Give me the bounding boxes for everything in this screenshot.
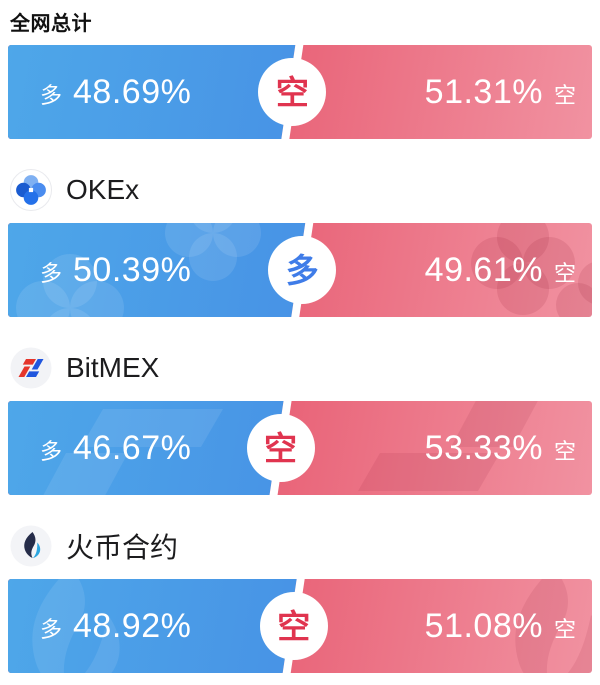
section-header-bitmex[interactable]: BitMEX <box>10 347 592 389</box>
section-header-okex[interactable]: OKEx <box>10 169 592 211</box>
exchange-name: OKEx <box>66 174 140 205</box>
huobi-logo-icon <box>10 525 52 567</box>
short-percent: 51.31% <box>424 72 543 111</box>
long-label: 多 <box>40 438 63 464</box>
short-label: 空 <box>553 616 576 642</box>
long-percent: 50.39% <box>73 250 192 289</box>
leader-badge: 空 <box>246 414 315 482</box>
long-percent: 48.69% <box>73 72 192 111</box>
page-title: 全网总计 <box>10 12 92 35</box>
ratio-bar-okex: 多 50.39% 49.61% 空 多 <box>8 223 592 317</box>
long-value-group: 多 50.39% <box>40 223 191 317</box>
short-label: 空 <box>553 82 576 108</box>
short-value-group: 51.08% 空 <box>425 579 576 673</box>
ratio-bar-huobi: 多 48.92% 51.08% 空 空 <box>8 579 592 673</box>
short-value-group: 51.31% 空 <box>425 45 576 139</box>
short-label: 空 <box>553 260 576 286</box>
ratio-bar-total: 多 48.69% 51.31% 空 空 <box>8 45 592 139</box>
section-header-huobi[interactable]: 火币合约 <box>10 525 592 567</box>
long-label: 多 <box>40 616 63 642</box>
long-label: 多 <box>40 82 63 108</box>
long-value-group: 多 46.67% <box>40 401 191 495</box>
section-header-total: 全网总计 <box>10 8 592 35</box>
short-value-group: 49.61% 空 <box>425 223 576 317</box>
okex-logo-icon <box>10 169 52 211</box>
long-percent: 46.67% <box>73 428 192 467</box>
short-label: 空 <box>553 438 576 464</box>
ratio-bar-bitmex: 多 46.67% 53.33% 空 空 <box>8 401 592 495</box>
short-value-group: 53.33% 空 <box>425 401 576 495</box>
short-percent: 53.33% <box>424 428 543 467</box>
bitmex-logo-icon <box>10 347 52 389</box>
leader-badge: 多 <box>268 236 337 304</box>
long-percent: 48.92% <box>73 606 192 645</box>
long-value-group: 多 48.92% <box>40 579 191 673</box>
long-value-group: 多 48.69% <box>40 45 191 139</box>
exchange-name: BitMEX <box>66 352 160 383</box>
short-percent: 51.08% <box>424 606 543 645</box>
short-percent: 49.61% <box>424 250 543 289</box>
leader-badge: 空 <box>259 592 328 660</box>
exchange-name: 火币合约 <box>66 532 179 563</box>
long-label: 多 <box>40 260 63 286</box>
leader-badge: 空 <box>258 58 327 126</box>
